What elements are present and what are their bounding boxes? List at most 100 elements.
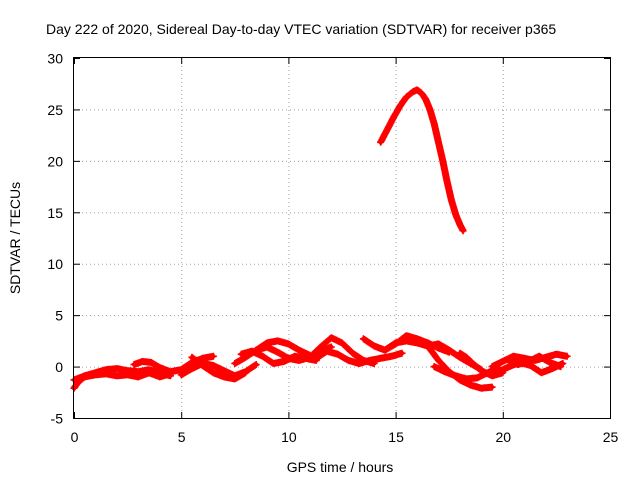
- data-point: [444, 179, 450, 184]
- y-tick-label: 10: [47, 256, 63, 272]
- data-point: [361, 336, 366, 341]
- data-point: [382, 347, 388, 353]
- data-point: [507, 364, 512, 369]
- data-point: [468, 382, 473, 388]
- data-point: [436, 358, 441, 363]
- data-point: [200, 361, 205, 366]
- data-point: [260, 354, 265, 359]
- data-point: [296, 358, 302, 363]
- data-marks: [70, 86, 571, 392]
- data-point: [474, 375, 480, 381]
- data-point: [239, 352, 244, 357]
- data-point: [496, 369, 501, 374]
- data-point: [136, 369, 141, 374]
- data-point: [391, 115, 396, 120]
- data-point: [404, 338, 409, 344]
- data-point: [378, 356, 383, 361]
- data-point: [537, 354, 542, 359]
- data-point: [457, 351, 463, 356]
- data-point: [419, 90, 424, 96]
- data-point: [211, 363, 216, 368]
- data-point: [286, 341, 291, 347]
- data-point: [131, 362, 137, 367]
- data-point: [423, 96, 428, 102]
- series-arc-15: [456, 349, 507, 380]
- data-point: [457, 222, 463, 227]
- data-point: [479, 386, 484, 391]
- data-point: [414, 340, 420, 346]
- data-point: [526, 359, 531, 364]
- data-point: [372, 343, 377, 349]
- data-point: [339, 340, 345, 346]
- data-point: [189, 366, 195, 371]
- data-point: [93, 372, 98, 377]
- data-point: [436, 140, 441, 145]
- data-point: [318, 344, 323, 350]
- series-arc-10: [312, 347, 406, 367]
- x-tick-label: 15: [388, 429, 404, 445]
- data-point: [432, 364, 437, 369]
- data-point: [453, 373, 458, 378]
- data-point: [275, 350, 280, 355]
- data-point: [136, 374, 141, 380]
- data-point: [271, 361, 276, 366]
- data-point: [329, 344, 334, 350]
- data-point: [449, 197, 454, 203]
- y-tick-label: 5: [55, 308, 63, 324]
- data-point: [410, 89, 415, 95]
- data-point: [286, 356, 291, 361]
- data-point: [168, 369, 173, 374]
- data-point: [157, 365, 162, 370]
- series-markers: [377, 86, 467, 235]
- data-point: [243, 369, 248, 374]
- data-point: [470, 361, 475, 366]
- series-arc-5: [177, 360, 260, 380]
- data-point: [189, 355, 195, 360]
- data-point: [211, 354, 216, 359]
- y-tick-label: 20: [47, 153, 63, 169]
- chart-title: Day 222 of 2020, Sidereal Day-to-day VTE…: [46, 21, 556, 37]
- data-point: [82, 374, 87, 380]
- data-point: [335, 352, 340, 357]
- data-point: [179, 372, 184, 377]
- data-point: [296, 347, 302, 353]
- data-point: [539, 370, 544, 375]
- data-point: [447, 347, 452, 353]
- data-point: [384, 127, 390, 133]
- data-point: [504, 357, 510, 362]
- data-point: [329, 335, 334, 340]
- series-arc-18: [503, 352, 565, 371]
- data-point: [427, 107, 433, 112]
- data-point: [146, 370, 152, 375]
- axis-ticks: -5 0 5 10 15 20 25 30 0 5 10 15 20 25: [47, 51, 618, 446]
- data-point: [489, 373, 495, 378]
- data-point: [479, 368, 484, 373]
- grid: [74, 58, 610, 418]
- data-point: [211, 370, 216, 375]
- data-point: [558, 364, 563, 369]
- data-point: [281, 359, 287, 364]
- data-point: [114, 373, 120, 378]
- data-point: [140, 359, 145, 364]
- data-point: [221, 374, 227, 380]
- data-point: [389, 354, 394, 359]
- data-point: [221, 368, 227, 373]
- data-point: [404, 333, 409, 338]
- data-point: [350, 351, 355, 356]
- x-tick-label: 5: [178, 429, 186, 445]
- data-point: [157, 374, 162, 380]
- data-point: [275, 338, 280, 344]
- data-point: [232, 373, 237, 378]
- data-point: [432, 121, 437, 127]
- data-point: [104, 371, 109, 376]
- data-point: [367, 358, 373, 363]
- data-point: [511, 354, 516, 359]
- data-point: [357, 361, 362, 366]
- data-point: [200, 356, 205, 361]
- data-point: [254, 347, 259, 353]
- data-point: [314, 356, 319, 361]
- series-arc-0: [377, 86, 467, 235]
- data-point: [378, 140, 383, 145]
- data-point: [399, 351, 405, 356]
